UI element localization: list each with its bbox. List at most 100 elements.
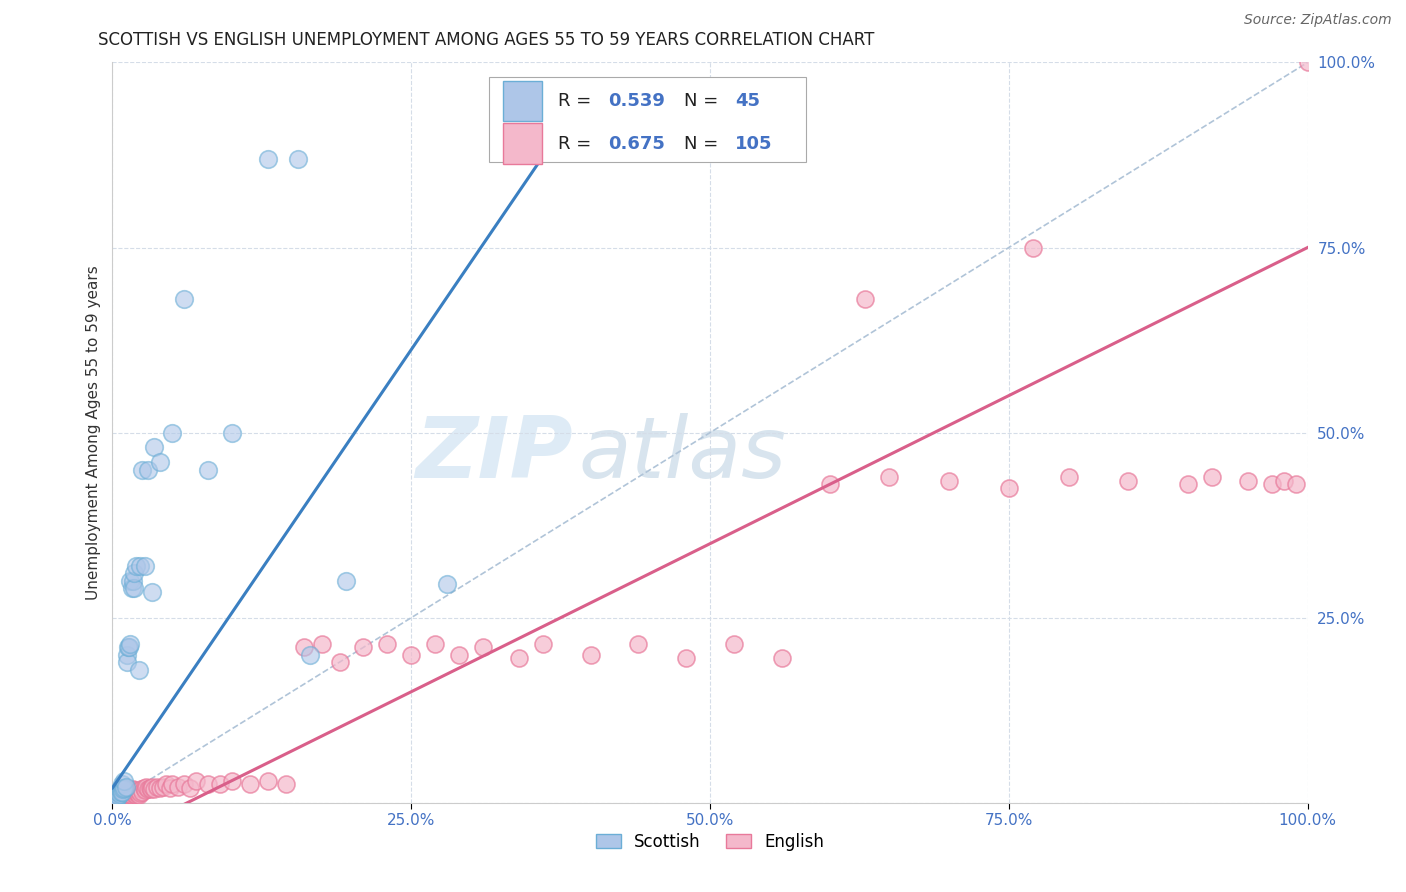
Point [111, 777, 134, 791]
Point [120, 637, 142, 651]
Point [138, 782, 160, 797]
Point [114, 786, 136, 800]
Point [111, 786, 134, 800]
Point [114, 773, 135, 788]
Point [1118, 474, 1140, 488]
Point [107, 790, 129, 805]
Point [274, 777, 297, 791]
Point [173, 293, 195, 307]
Point [120, 787, 142, 801]
Point [221, 773, 243, 788]
Text: N =: N = [683, 92, 724, 110]
Point [425, 637, 447, 651]
Point [114, 789, 135, 804]
Point [287, 152, 309, 166]
Point [138, 462, 160, 476]
Point [818, 477, 841, 491]
Point [117, 784, 139, 798]
Point [111, 789, 134, 803]
Point [121, 581, 143, 595]
Point [239, 777, 262, 791]
Point [115, 655, 138, 669]
Point [121, 786, 143, 800]
Point [436, 577, 458, 591]
Point [167, 780, 190, 794]
Text: R =: R = [558, 92, 598, 110]
Point [114, 789, 136, 803]
Point [352, 640, 374, 655]
Point [112, 788, 135, 802]
Point [152, 780, 174, 794]
Point [770, 651, 793, 665]
Point [125, 558, 148, 573]
FancyBboxPatch shape [489, 78, 806, 162]
Point [938, 474, 960, 488]
Point [1261, 477, 1284, 491]
Point [129, 782, 152, 797]
Point [298, 648, 321, 662]
Point [111, 789, 134, 804]
Point [998, 481, 1021, 495]
Point [104, 792, 127, 806]
Point [105, 792, 128, 806]
Point [335, 574, 357, 588]
Point [155, 777, 177, 791]
Point [1201, 470, 1223, 484]
Text: N =: N = [683, 135, 724, 153]
Bar [503, 123, 541, 164]
Point [377, 637, 399, 651]
Point [197, 777, 219, 791]
Point [129, 558, 152, 573]
Point [128, 784, 150, 798]
Point [197, 462, 219, 476]
Point [105, 791, 128, 805]
Point [128, 788, 150, 802]
Point [118, 640, 141, 655]
Point [496, 129, 519, 144]
Point [111, 785, 134, 799]
Point [120, 783, 142, 797]
Point [114, 780, 135, 795]
Point [110, 785, 132, 799]
Point [112, 782, 135, 797]
Point [105, 789, 128, 804]
Point [145, 780, 167, 794]
Point [143, 782, 166, 797]
Point [108, 788, 131, 802]
Point [627, 637, 650, 651]
Point [162, 425, 183, 440]
Point [107, 789, 129, 803]
Point [134, 558, 156, 573]
Point [110, 790, 132, 805]
Point [1057, 470, 1080, 484]
Point [114, 787, 135, 801]
Point [1296, 55, 1319, 70]
Point [108, 782, 131, 797]
Point [105, 789, 128, 804]
Point [107, 789, 129, 803]
Point [114, 785, 135, 799]
Point [115, 785, 138, 799]
Legend: Scottish, English: Scottish, English [589, 826, 831, 857]
Point [149, 455, 172, 469]
Text: atlas: atlas [579, 413, 786, 496]
Point [107, 785, 129, 799]
Point [121, 788, 143, 802]
Point [110, 780, 132, 795]
Point [105, 791, 128, 805]
Point [675, 651, 697, 665]
Text: Source: ZipAtlas.com: Source: ZipAtlas.com [1244, 13, 1392, 28]
Point [117, 640, 139, 655]
Point [108, 791, 131, 805]
Point [135, 780, 157, 794]
Point [131, 462, 153, 476]
Point [115, 648, 138, 662]
Point [131, 785, 153, 799]
Text: 0.675: 0.675 [609, 135, 665, 153]
Point [139, 781, 162, 796]
Bar [503, 81, 541, 121]
Point [121, 574, 143, 588]
Text: 0.539: 0.539 [609, 92, 665, 110]
Point [104, 791, 127, 805]
Point [531, 637, 554, 651]
